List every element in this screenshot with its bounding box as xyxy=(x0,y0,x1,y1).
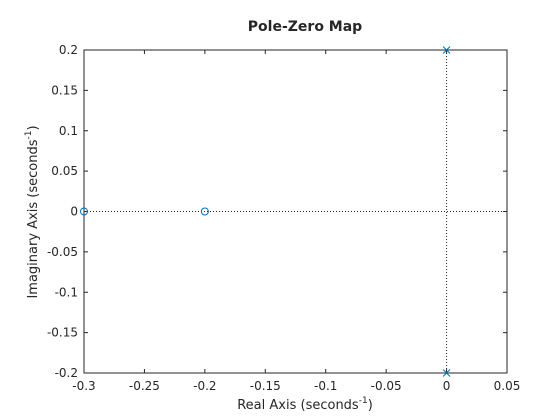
x-label-end: ) xyxy=(368,398,373,413)
zero-marker xyxy=(200,207,209,216)
x-tick-label: -0.2 xyxy=(193,379,216,393)
chart-title: Pole-Zero Map xyxy=(248,19,362,35)
x-tick-label: 0.05 xyxy=(494,379,521,393)
y-tick-label: 0.15 xyxy=(51,83,78,97)
y-tick-label: -0.2 xyxy=(55,366,78,380)
y-label-sup: -1 xyxy=(24,131,34,140)
x-tick-label: -0.25 xyxy=(129,379,160,393)
y-tick-label: 0.2 xyxy=(59,43,78,57)
y-tick-label: -0.1 xyxy=(55,285,78,299)
x-label-sup: -1 xyxy=(359,396,368,406)
x-tick-label: 0 xyxy=(443,379,451,393)
y-tick-label: 0 xyxy=(70,205,78,219)
pole-marker xyxy=(442,369,451,377)
x-tick-label: -0.05 xyxy=(371,379,402,393)
x-axis-label: Real Axis (seconds-1) xyxy=(237,396,373,413)
y-tick-label: -0.15 xyxy=(47,326,78,340)
y-tick-label: 0.1 xyxy=(59,124,78,138)
zero-marker xyxy=(80,207,88,216)
x-label-text: Real Axis (seconds xyxy=(237,398,359,413)
y-axis-label: Imaginary Axis (seconds-1) xyxy=(24,125,41,298)
y-label-text: Imaginary Axis (seconds xyxy=(26,139,41,298)
x-tick-label: -0.15 xyxy=(250,379,281,393)
y-tick-label: 0.05 xyxy=(51,164,78,178)
x-tick-label: -0.3 xyxy=(72,379,95,393)
pole-marker xyxy=(442,46,451,54)
y-tick-label: -0.05 xyxy=(47,245,78,259)
y-label-end: ) xyxy=(26,125,41,130)
x-tick-label: -0.1 xyxy=(314,379,337,393)
